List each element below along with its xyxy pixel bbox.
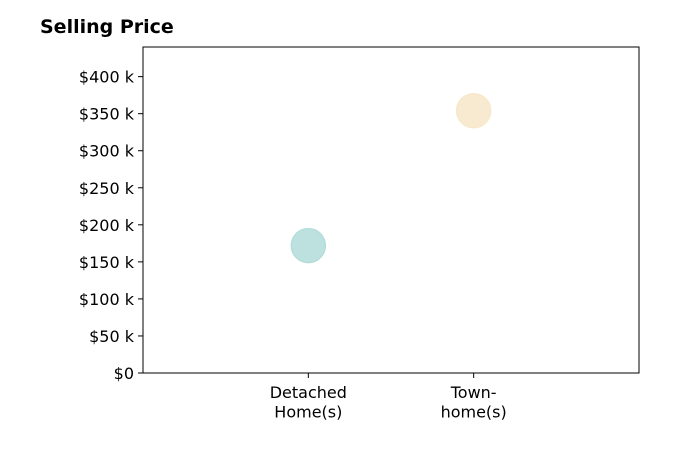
data-point: [290, 227, 327, 264]
y-tick-label: $400 k: [79, 68, 135, 87]
x-tick-label: home(s): [441, 403, 507, 422]
y-tick-label: $150 k: [79, 253, 135, 272]
y-tick-label: $300 k: [79, 142, 135, 161]
data-point: [455, 92, 492, 129]
y-tick-label: $50 k: [89, 327, 135, 346]
y-tick-label: $0: [114, 364, 134, 383]
y-tick-label: $250 k: [79, 179, 135, 198]
plot-frame: [142, 46, 640, 374]
x-tick-label: Detached: [270, 383, 347, 402]
chart-title: Selling Price: [40, 16, 174, 38]
x-tick-label: Home(s): [274, 403, 342, 422]
y-tick-label: $200 k: [79, 216, 135, 235]
y-tick-label: $100 k: [79, 290, 135, 309]
y-tick-label: $350 k: [79, 105, 135, 124]
x-tick-label: Town-: [450, 383, 497, 402]
